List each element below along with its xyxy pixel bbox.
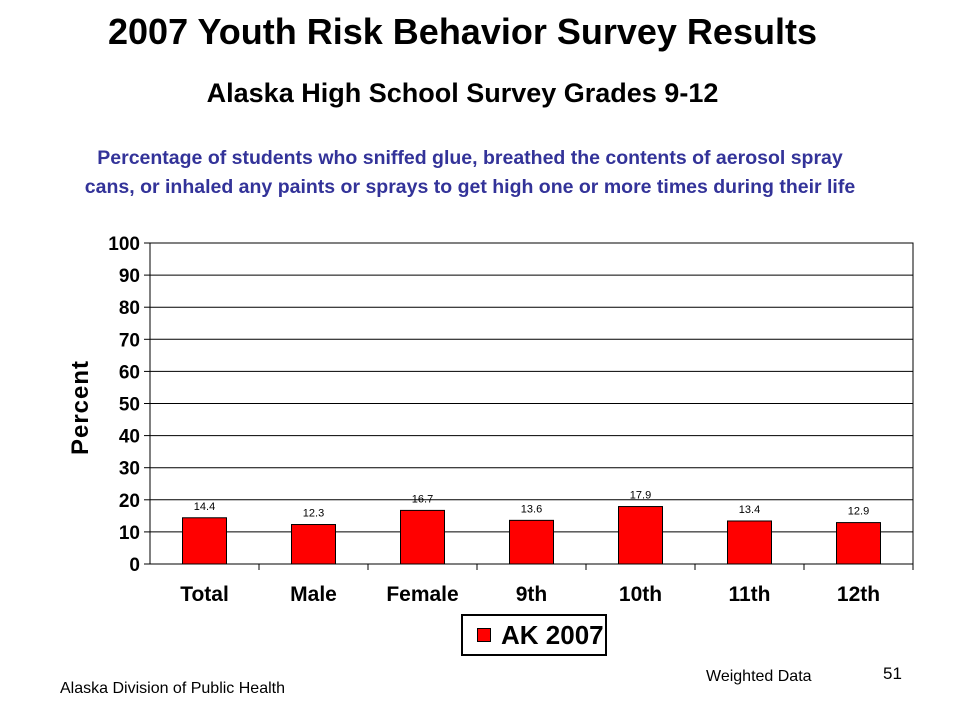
data-label: 13.4 — [739, 504, 760, 516]
bar — [182, 517, 227, 565]
data-label: 17.9 — [630, 490, 651, 502]
x-category-label: 11th — [728, 583, 770, 606]
data-label: 12.9 — [848, 506, 869, 518]
page-number: 51 — [883, 664, 902, 683]
legend-label: AK 2007 — [501, 620, 604, 650]
bar — [509, 519, 554, 565]
y-axis-label: Percent — [67, 360, 94, 455]
data-label: 12.3 — [303, 508, 324, 520]
x-category-label: Total — [180, 583, 229, 606]
bar — [836, 522, 881, 565]
footer-note: Weighted Data — [706, 668, 812, 685]
data-label: 13.6 — [521, 503, 542, 515]
x-category-label: 9th — [516, 583, 548, 606]
x-category-label: 12th — [837, 583, 880, 606]
footer-source: Alaska Division of Public Health — [60, 680, 285, 697]
legend-swatch — [477, 628, 491, 642]
x-category-label: Male — [290, 583, 337, 606]
y-tick-label: 30 — [119, 459, 140, 480]
y-tick-label: 10 — [119, 523, 140, 544]
y-tick-label: 50 — [119, 395, 140, 416]
y-tick-label: 20 — [119, 491, 140, 512]
y-tick-label: 90 — [119, 266, 140, 287]
bar — [291, 524, 336, 565]
chart-title: Percentage of students who sniffed glue,… — [84, 147, 856, 198]
bar — [618, 506, 663, 565]
slide-title: 2007 Youth Risk Behavior Survey Results — [108, 11, 817, 52]
y-tick-label: 40 — [119, 427, 140, 448]
y-tick-label: 80 — [119, 298, 140, 319]
bar — [727, 520, 772, 565]
bar — [400, 509, 445, 565]
y-tick-label: 0 — [129, 555, 140, 576]
x-category-label: Female — [386, 583, 458, 606]
x-category-label: 10th — [619, 583, 662, 606]
slide-subtitle: Alaska High School Survey Grades 9-12 — [206, 78, 719, 108]
y-tick-label: 70 — [119, 330, 140, 351]
data-label: 16.7 — [412, 493, 433, 505]
data-label: 14.4 — [194, 501, 215, 513]
y-tick-label: 60 — [119, 362, 140, 383]
y-tick-label: 100 — [108, 234, 140, 255]
chart-legend: AK 2007 — [461, 614, 607, 656]
